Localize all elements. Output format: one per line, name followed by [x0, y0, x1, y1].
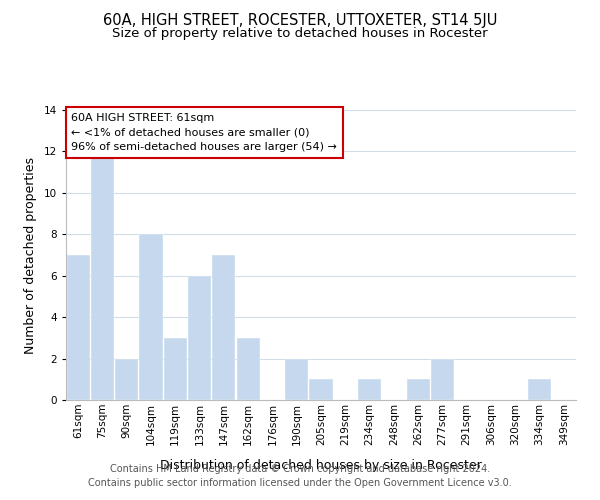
- Bar: [212, 255, 235, 400]
- Text: 60A HIGH STREET: 61sqm
← <1% of detached houses are smaller (0)
96% of semi-deta: 60A HIGH STREET: 61sqm ← <1% of detached…: [71, 113, 337, 152]
- Bar: [139, 234, 163, 400]
- Text: 60A, HIGH STREET, ROCESTER, UTTOXETER, ST14 5JU: 60A, HIGH STREET, ROCESTER, UTTOXETER, S…: [103, 12, 497, 28]
- Bar: [358, 380, 381, 400]
- Bar: [164, 338, 187, 400]
- Bar: [67, 255, 89, 400]
- Bar: [188, 276, 211, 400]
- Bar: [115, 358, 138, 400]
- Y-axis label: Number of detached properties: Number of detached properties: [24, 156, 37, 354]
- Bar: [528, 380, 551, 400]
- Text: Contains HM Land Registry data © Crown copyright and database right 2024.
Contai: Contains HM Land Registry data © Crown c…: [88, 464, 512, 487]
- Bar: [285, 358, 308, 400]
- Bar: [310, 380, 332, 400]
- X-axis label: Distribution of detached houses by size in Rocester: Distribution of detached houses by size …: [160, 459, 482, 472]
- Bar: [236, 338, 260, 400]
- Text: Size of property relative to detached houses in Rocester: Size of property relative to detached ho…: [112, 28, 488, 40]
- Bar: [407, 380, 430, 400]
- Bar: [91, 152, 114, 400]
- Bar: [431, 358, 454, 400]
